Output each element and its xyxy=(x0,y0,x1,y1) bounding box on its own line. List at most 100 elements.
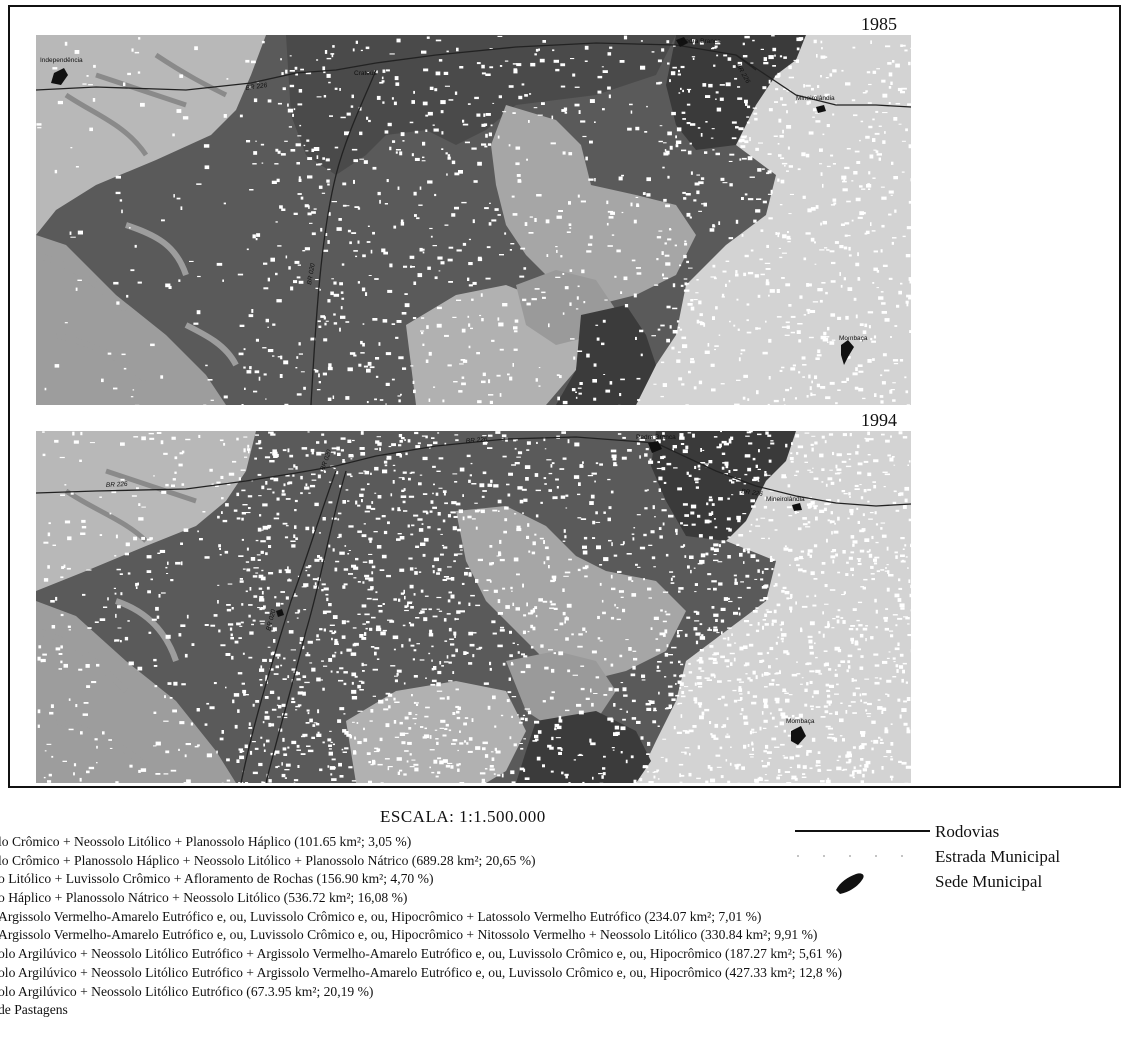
pasture-patch xyxy=(141,536,145,540)
pasture-patch xyxy=(761,537,765,539)
pasture-patch xyxy=(905,254,911,258)
pasture-patch xyxy=(80,532,86,535)
pasture-patch xyxy=(697,702,703,706)
pasture-patch xyxy=(698,181,704,185)
pasture-patch xyxy=(355,557,359,561)
pasture-patch xyxy=(543,540,545,544)
pasture-patch xyxy=(165,483,169,487)
pasture-patch xyxy=(325,593,329,596)
pasture-patch xyxy=(458,601,461,605)
pasture-patch xyxy=(534,533,537,536)
pasture-patch xyxy=(901,44,906,47)
pasture-patch xyxy=(868,518,873,520)
pasture-patch xyxy=(707,343,710,347)
pasture-patch xyxy=(336,446,340,451)
pasture-patch xyxy=(258,447,263,450)
pasture-patch xyxy=(758,449,760,453)
pasture-patch xyxy=(785,388,790,392)
pasture-patch xyxy=(814,241,816,244)
pasture-patch xyxy=(259,514,262,517)
pasture-patch xyxy=(653,566,656,568)
pasture-patch xyxy=(556,374,560,376)
pasture-patch xyxy=(44,750,47,752)
pasture-patch xyxy=(302,733,308,737)
pasture-patch xyxy=(147,590,151,594)
pasture-patch xyxy=(300,753,306,755)
pasture-patch xyxy=(459,363,464,365)
pasture-patch xyxy=(432,565,435,568)
pasture-patch xyxy=(873,562,878,565)
pasture-patch xyxy=(153,745,157,747)
pasture-patch xyxy=(807,208,812,213)
pasture-patch xyxy=(523,768,526,772)
pasture-patch xyxy=(421,160,426,162)
pasture-patch xyxy=(625,759,628,764)
pasture-patch xyxy=(444,442,447,446)
pasture-patch xyxy=(396,669,402,673)
pasture-patch xyxy=(739,697,743,700)
pasture-patch xyxy=(376,625,381,629)
pasture-patch xyxy=(669,79,671,83)
pasture-patch xyxy=(315,723,320,726)
pasture-patch xyxy=(607,86,611,90)
pasture-patch xyxy=(573,475,580,479)
pasture-patch xyxy=(788,65,792,70)
pasture-patch xyxy=(507,373,510,376)
pasture-patch xyxy=(610,574,613,579)
pasture-patch xyxy=(420,330,425,332)
pasture-patch xyxy=(432,615,438,618)
pasture-patch xyxy=(451,743,456,745)
pasture-patch xyxy=(293,782,296,783)
pasture-patch xyxy=(223,395,228,399)
pasture-patch xyxy=(459,610,465,613)
pasture-patch xyxy=(500,714,504,717)
key-rodovias: Rodovias xyxy=(935,822,1000,841)
pasture-patch xyxy=(886,546,889,551)
pasture-patch xyxy=(375,375,379,378)
pasture-patch xyxy=(841,594,846,596)
pasture-patch xyxy=(632,650,637,652)
pasture-patch xyxy=(232,699,235,704)
pasture-patch xyxy=(607,717,613,721)
pasture-patch xyxy=(320,315,325,318)
pasture-patch xyxy=(244,694,249,696)
pasture-patch xyxy=(728,280,731,283)
pasture-patch xyxy=(351,94,354,99)
pasture-patch xyxy=(305,566,311,569)
pasture-patch xyxy=(830,280,836,283)
pasture-patch xyxy=(481,72,486,75)
pasture-patch xyxy=(516,527,522,532)
pasture-patch xyxy=(456,710,460,714)
pasture-patch xyxy=(640,736,644,740)
pasture-patch xyxy=(572,73,576,77)
pasture-patch xyxy=(839,718,844,723)
pasture-patch xyxy=(413,763,419,766)
pasture-patch xyxy=(613,462,617,467)
pasture-patch xyxy=(359,689,364,691)
pasture-patch xyxy=(211,483,214,486)
pasture-patch xyxy=(864,678,870,680)
pasture-patch xyxy=(99,618,106,621)
pasture-patch xyxy=(226,779,231,782)
pasture-patch xyxy=(809,471,814,473)
pasture-patch xyxy=(253,390,258,393)
pasture-patch xyxy=(632,537,635,541)
pasture-patch xyxy=(707,588,711,590)
pasture-patch xyxy=(127,620,130,622)
pasture-patch xyxy=(107,352,112,355)
pasture-patch xyxy=(525,664,531,669)
pasture-patch xyxy=(675,528,678,533)
pasture-patch xyxy=(656,82,661,85)
label-mineirolandia: Mineirolândia xyxy=(796,95,835,102)
pasture-patch xyxy=(657,461,660,464)
pasture-patch xyxy=(393,101,397,106)
pasture-patch xyxy=(652,720,657,724)
pasture-patch xyxy=(784,591,790,595)
pasture-patch xyxy=(795,601,797,605)
pasture-patch xyxy=(320,452,325,454)
pasture-patch xyxy=(818,673,823,675)
pasture-patch xyxy=(366,241,371,243)
pasture-patch xyxy=(392,464,396,466)
pasture-patch xyxy=(602,767,606,770)
pasture-patch xyxy=(464,141,470,144)
